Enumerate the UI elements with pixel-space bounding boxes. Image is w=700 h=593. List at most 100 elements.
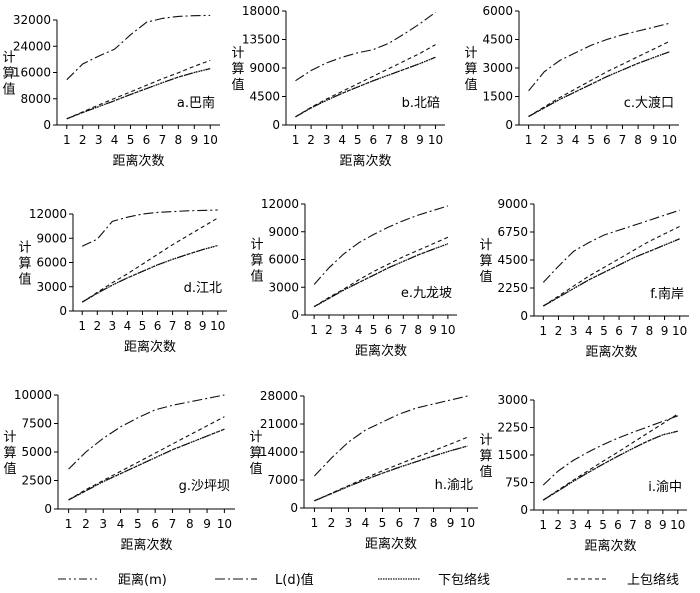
y-tick-label: 750 xyxy=(505,476,528,490)
x-axis-label: 距离次数 xyxy=(355,343,407,359)
x-tick-label: 6 xyxy=(369,133,377,147)
x-tick-label: 2 xyxy=(82,517,90,531)
x-tick-label: 1 xyxy=(539,518,547,532)
y-tick-label: 13500 xyxy=(242,33,280,47)
x-tick-label: 6 xyxy=(154,319,162,333)
series-line-upper xyxy=(528,40,670,117)
x-tick-label: 2 xyxy=(555,324,563,338)
x-tick-label: 2 xyxy=(328,516,336,530)
y-tick-label: 5000 xyxy=(21,445,52,459)
x-tick-label: 4 xyxy=(362,516,370,530)
x-tick-label: 3 xyxy=(323,133,331,147)
panel-label: e.九龙坡 xyxy=(401,286,452,301)
y-tick-label: 12000 xyxy=(261,197,299,211)
y-tick-label: 28000 xyxy=(260,389,298,403)
x-tick-label: 10 xyxy=(203,133,218,147)
x-tick-label: 8 xyxy=(175,133,183,147)
x-axis-label: 距离次数 xyxy=(339,153,391,169)
x-tick-label: 8 xyxy=(646,324,654,338)
x-tick-label: 2 xyxy=(93,319,101,333)
y-tick-label: 2250 xyxy=(497,421,528,435)
y-tick-label: 3000 xyxy=(36,280,67,294)
series-line-lower xyxy=(66,67,211,120)
x-tick-label: 9 xyxy=(199,319,207,333)
y-tick-label: 6000 xyxy=(268,253,299,267)
x-tick-label: 6 xyxy=(385,323,393,337)
x-tick-label: 3 xyxy=(99,517,107,531)
x-tick-label: 9 xyxy=(416,133,424,147)
x-tick-label: 8 xyxy=(401,133,409,147)
panel-label: d.江北 xyxy=(184,281,222,296)
y-tick-label: 6000 xyxy=(36,256,67,270)
x-tick-label: 9 xyxy=(659,518,667,532)
x-tick-label: 7 xyxy=(169,517,177,531)
y-tick-label: 1500 xyxy=(482,90,513,104)
x-tick-label: 4 xyxy=(585,324,593,338)
x-tick-label: 7 xyxy=(629,518,637,532)
y-tick-label: 0 xyxy=(44,502,52,516)
x-tick-label: 7 xyxy=(159,133,167,147)
y-tick-label: 0 xyxy=(291,308,299,322)
series-line-ld xyxy=(68,394,225,470)
y-axis-label: 计算值 xyxy=(464,46,477,93)
x-tick-label: 9 xyxy=(190,133,198,147)
x-tick-label: 10 xyxy=(672,324,687,338)
x-tick-label: 4 xyxy=(572,133,580,147)
y-tick-label: 3000 xyxy=(497,393,528,407)
y-axis-label: 计算值 xyxy=(231,46,244,93)
x-tick-label: 10 xyxy=(217,517,232,531)
x-tick-label: 3 xyxy=(569,518,577,532)
x-tick-label: 1 xyxy=(65,517,73,531)
x-tick-label: 8 xyxy=(634,133,642,147)
y-tick-label: 32000 xyxy=(13,13,51,27)
y-axis-label: 计算值 xyxy=(250,238,263,285)
x-tick-label: 2 xyxy=(307,133,315,147)
y-tick-label: 0 xyxy=(43,118,51,132)
y-tick-label: 0 xyxy=(505,118,513,132)
x-tick-label: 8 xyxy=(430,516,438,530)
x-tick-label: 4 xyxy=(111,133,119,147)
x-tick-label: 1 xyxy=(78,319,86,333)
x-tick-label: 6 xyxy=(614,518,622,532)
panel-label: i.渝中 xyxy=(648,479,682,495)
y-tick-label: 0 xyxy=(520,503,528,517)
x-axis-label: 距离次数 xyxy=(584,538,636,554)
x-tick-label: 4 xyxy=(124,319,132,333)
series-line-upper xyxy=(542,225,680,307)
legend-label: 距离(m) xyxy=(118,572,167,588)
y-tick-label: 6000 xyxy=(482,4,513,18)
y-tick-label: 9000 xyxy=(36,231,67,245)
series-line-distance xyxy=(295,56,436,118)
y-tick-label: 18000 xyxy=(242,4,280,18)
x-tick-label: 7 xyxy=(399,323,407,337)
panel-label: h.渝北 xyxy=(435,477,473,493)
y-tick-label: 3000 xyxy=(482,61,513,75)
series-line-ld xyxy=(528,22,670,92)
x-tick-label: 5 xyxy=(139,319,147,333)
series-line-ld xyxy=(66,14,211,81)
y-tick-label: 8000 xyxy=(20,92,51,106)
panel-label: a.巴南 xyxy=(177,95,215,111)
x-tick-label: 10 xyxy=(210,319,225,333)
legend-label: 下包络线 xyxy=(438,572,490,588)
x-tick-label: 3 xyxy=(570,324,578,338)
x-tick-label: 6 xyxy=(143,133,151,147)
x-axis-label: 距离次数 xyxy=(112,153,164,169)
x-tick-label: 7 xyxy=(619,133,627,147)
x-tick-label: 7 xyxy=(413,516,421,530)
y-axis-label: 计算值 xyxy=(249,430,262,477)
x-tick-label: 3 xyxy=(340,323,348,337)
x-tick-label: 5 xyxy=(134,517,142,531)
x-tick-label: 5 xyxy=(600,324,608,338)
series-line-upper xyxy=(314,436,468,502)
y-tick-label: 2250 xyxy=(497,281,528,295)
series-line-lower xyxy=(68,428,225,501)
y-axis-label: 计算值 xyxy=(3,430,16,477)
